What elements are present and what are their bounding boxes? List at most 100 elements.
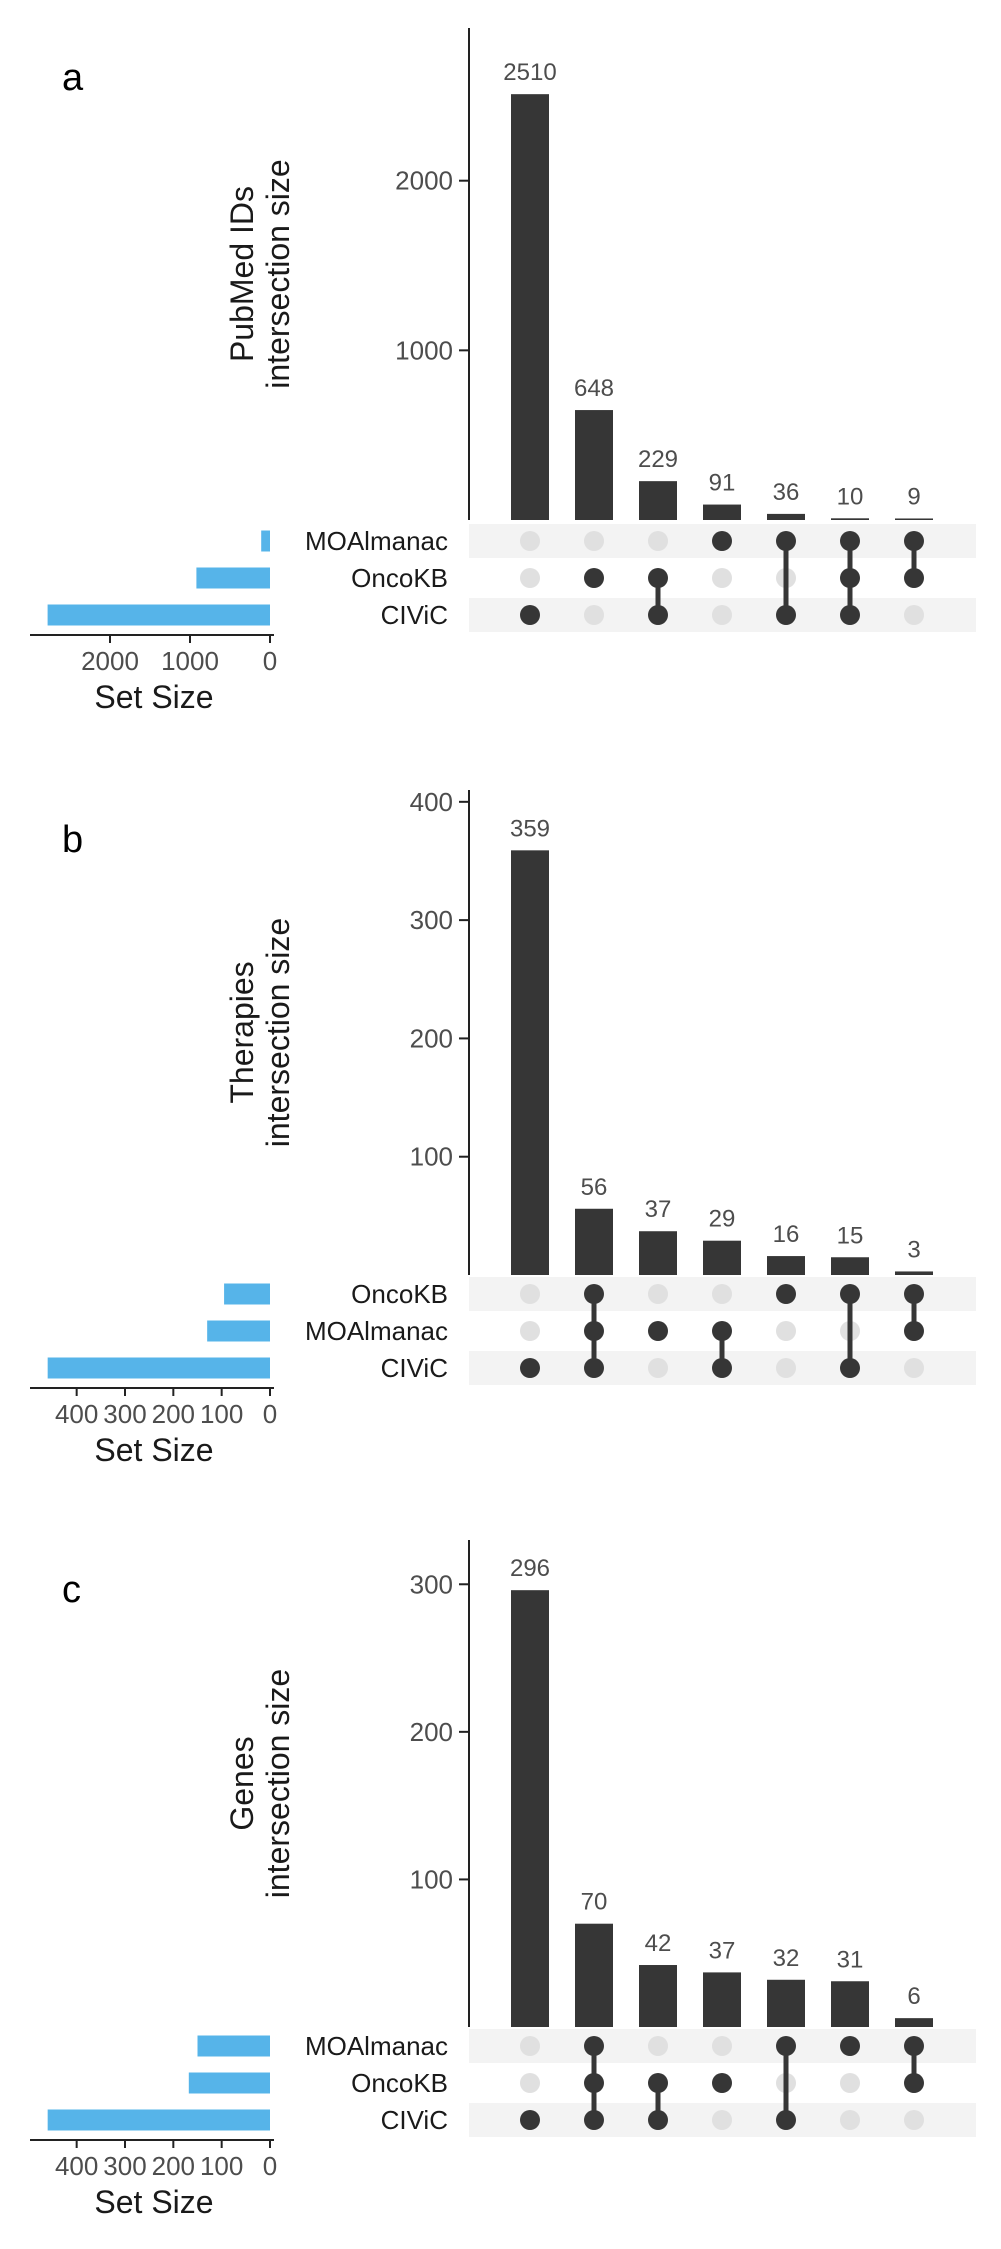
set-size-tick-label: 100: [200, 1399, 243, 1429]
intersection-bar: [767, 1256, 805, 1275]
intersection-value-label: 10: [837, 483, 864, 510]
set-size-tick-label: 300: [103, 1399, 146, 1429]
set-size-tick-label: 200: [152, 1399, 195, 1429]
set-size-tick-label: 400: [55, 1399, 98, 1429]
matrix-dot-inactive: [520, 1284, 540, 1304]
set-label: CIViC: [381, 600, 448, 630]
y-axis-title-line: intersection size: [260, 1669, 296, 1898]
matrix-dot-inactive: [584, 531, 604, 551]
intersection-value-label: 42: [645, 1930, 672, 1957]
intersection-bar: [639, 481, 677, 520]
intersection-bar: [703, 1240, 741, 1275]
matrix-dot-active: [520, 1358, 540, 1378]
matrix-dot-inactive: [776, 1321, 796, 1341]
matrix-dot-inactive: [584, 605, 604, 625]
set-size-tick-label: 300: [103, 2151, 146, 2181]
set-size-tick-label: 1000: [161, 646, 219, 676]
y-axis-title: PubMed IDsintersection size: [224, 159, 296, 388]
set-size-bar: [207, 1320, 270, 1342]
y-tick-label: 300: [410, 905, 453, 935]
matrix-dot-active: [840, 2036, 860, 2056]
intersection-value-label: 56: [581, 1174, 608, 1201]
set-size-bar: [261, 530, 270, 552]
matrix-dot-inactive: [776, 1358, 796, 1378]
matrix-dot-active: [776, 1284, 796, 1304]
intersection-bar: [511, 850, 549, 1275]
y-tick-label: 300: [410, 1569, 453, 1599]
set-size-tick-label: 0: [263, 1399, 277, 1429]
set-size-tick-label: 2000: [81, 646, 139, 676]
intersection-value-label: 29: [709, 1206, 736, 1233]
intersection-bar: [703, 1972, 741, 2027]
set-size-title: Set Size: [94, 679, 213, 715]
panel-label: b: [62, 819, 83, 861]
intersection-bar: [895, 518, 933, 520]
matrix-dot-inactive: [712, 2110, 732, 2130]
intersection-bar: [767, 513, 805, 520]
matrix-dot-active: [584, 568, 604, 588]
set-label: CIViC: [381, 1353, 448, 1383]
y-axis-title-line: intersection size: [260, 918, 296, 1147]
matrix-dot-inactive: [648, 1358, 668, 1378]
matrix-dot-inactive: [712, 568, 732, 588]
intersection-value-label: 16: [773, 1221, 800, 1248]
set-size-tick-label: 100: [200, 2151, 243, 2181]
set-label: MOAlmanac: [305, 2031, 448, 2061]
intersection-value-label: 9: [907, 483, 920, 510]
y-tick-label: 200: [410, 1717, 453, 1747]
intersection-bar: [767, 1979, 805, 2027]
matrix-dot-inactive: [520, 531, 540, 551]
y-tick-label: 200: [410, 1023, 453, 1053]
matrix-dot-inactive: [840, 2073, 860, 2093]
intersection-value-label: 229: [638, 446, 678, 473]
matrix-dot-inactive: [840, 2110, 860, 2130]
set-size-bar: [47, 604, 270, 626]
panel-label: c: [62, 1569, 81, 1611]
matrix-dot-active: [712, 531, 732, 551]
intersection-bar: [895, 1271, 933, 1275]
matrix-dot-inactive: [648, 1284, 668, 1304]
y-axis-title-line: intersection size: [260, 159, 296, 388]
set-label: MOAlmanac: [305, 1316, 448, 1346]
matrix-dot-inactive: [520, 1321, 540, 1341]
intersection-value-label: 359: [510, 815, 550, 842]
upset-panel-a: a 1000 2000 PubMed IDsintersection size MOAl…: [30, 28, 976, 715]
set-label: OncoKB: [351, 2068, 448, 2098]
set-size-title: Set Size: [94, 1432, 213, 1468]
y-axis-title-line: PubMed IDs: [224, 186, 260, 362]
intersection-value-label: 36: [773, 479, 800, 506]
matrix-dot-inactive: [712, 1284, 732, 1304]
intersection-value-label: 32: [773, 1945, 800, 1972]
matrix-dot-inactive: [520, 2073, 540, 2093]
matrix-dot-inactive: [712, 2036, 732, 2056]
matrix-dot-inactive: [904, 1358, 924, 1378]
intersection-value-label: 6: [907, 1983, 920, 2010]
intersection-bar: [895, 2018, 933, 2027]
set-size-tick-label: 0: [263, 646, 277, 676]
set-size-bar: [47, 1357, 270, 1379]
intersection-bar: [575, 410, 613, 520]
set-size-tick-label: 0: [263, 2151, 277, 2181]
y-tick-label: 100: [410, 1864, 453, 1894]
matrix-dot-inactive: [904, 605, 924, 625]
set-size-bar: [197, 2035, 270, 2057]
matrix-dot-inactive: [520, 568, 540, 588]
intersection-bar: [575, 1208, 613, 1275]
set-size-tick-label: 400: [55, 2151, 98, 2181]
matrix-dot-active: [520, 2110, 540, 2130]
set-size-title: Set Size: [94, 2184, 213, 2220]
matrix-dot-inactive: [520, 2036, 540, 2056]
matrix-dot-inactive: [648, 2036, 668, 2056]
y-axis-title-line: Therapies: [224, 961, 260, 1103]
intersection-bar: [831, 1981, 869, 2027]
intersection-bar: [831, 1257, 869, 1275]
intersection-value-label: 2510: [503, 59, 556, 86]
set-size-tick-label: 200: [152, 2151, 195, 2181]
panel-label: a: [62, 57, 84, 99]
set-label: CIViC: [381, 2105, 448, 2135]
y-tick-label: 2000: [395, 166, 453, 196]
set-size-bar: [196, 567, 270, 589]
